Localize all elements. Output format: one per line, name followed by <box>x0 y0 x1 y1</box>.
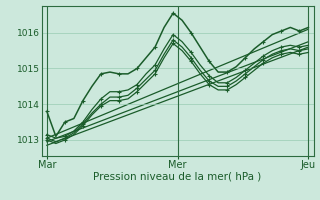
X-axis label: Pression niveau de la mer( hPa ): Pression niveau de la mer( hPa ) <box>93 172 262 182</box>
